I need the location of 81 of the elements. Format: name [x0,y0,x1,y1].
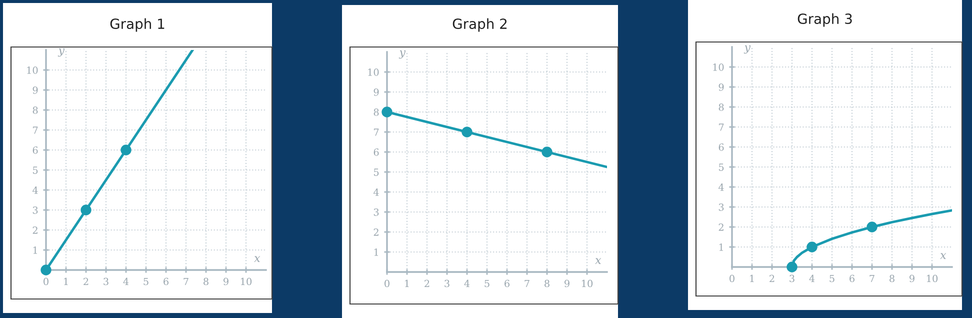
y-tick-label: 6 [718,143,724,151]
y-tick-label: 2 [32,226,38,234]
x-tick-label: 1 [64,278,68,286]
y-tick-label: 6 [32,146,38,154]
x-tick-label: 1 [405,280,409,288]
x-tick-label: 7 [184,278,188,286]
x-tick-label: 0 [730,274,734,282]
x-tick-label: 4 [123,278,129,286]
x-tick-label: 0 [384,280,390,288]
y-tick-label: 3 [32,206,38,214]
x-tick-label: 8 [204,278,208,286]
y-tick-label: 2 [374,228,378,236]
y-tick-label: 9 [32,86,38,94]
x-tick-label: 2 [770,274,774,282]
x-tick-label: 9 [910,274,914,282]
x-tick-label: 0 [44,278,48,286]
y-tick-label: 7 [374,128,379,136]
y-tick-label: 9 [718,83,724,91]
y-tick-label: 1 [719,243,723,251]
y-tick-label: 5 [374,168,379,176]
point [462,126,472,138]
y-axis-title: y [58,48,65,57]
x-tick-label: 6 [850,274,854,282]
x-tick-label: 9 [224,278,228,286]
y-tick-label: 10 [713,63,724,71]
y-tick-label: 9 [374,88,379,96]
point [806,242,818,252]
x-tick-label: 9 [564,280,570,288]
point [40,264,52,276]
y-tick-label: 4 [32,186,38,194]
x-tick-label: 2 [424,280,430,288]
x-tick-label: 6 [504,280,510,288]
x-axis-title: x [595,258,602,264]
x-tick-label: 2 [84,278,88,286]
x-tick-label: 10 [241,278,252,286]
point [542,146,552,158]
y-tick-label: 3 [374,208,379,216]
y-tick-label: 1 [374,248,378,256]
y-tick-label: 7 [718,124,724,131]
y-tick-label: 8 [374,108,379,116]
x-tick-label: 10 [927,274,938,282]
y-tick-label: 4 [718,183,724,191]
x-tick-label: 1 [750,274,754,282]
x-tick-label: 3 [104,278,108,286]
x-axis-title: x [940,253,946,259]
x-tick-label: 10 [582,280,593,288]
chart-title: Graph 3 [798,13,852,27]
chart-title: Graph 1 [110,18,164,32]
y-tick-label: 5 [33,166,38,174]
y-tick-label: 10 [368,68,379,76]
x-tick-label: 5 [484,280,490,288]
point [120,144,132,156]
x-tick-label: 7 [524,280,530,288]
point [382,106,392,118]
y-tick-label: 3 [718,203,724,211]
x-tick-label: 3 [444,280,450,288]
point [786,262,798,272]
x-tick-label: 4 [464,280,470,288]
x-tick-label: 3 [790,274,794,282]
y-tick-label: 8 [718,103,724,111]
y-tick-label: 10 [27,66,38,74]
point [866,222,878,232]
y-tick-label: 6 [374,148,379,156]
x-tick-label: 8 [890,274,894,282]
x-tick-label: 4 [809,274,815,282]
x-tick-label: 7 [870,274,874,282]
x-tick-label: 5 [144,278,148,286]
y-tick-label: 5 [719,164,724,171]
y-tick-label: 8 [32,106,38,114]
y-tick-label: 1 [33,246,37,254]
point [80,204,92,216]
x-axis-title: x [254,256,260,262]
y-tick-label: 2 [718,223,724,231]
y-axis-title: y [398,50,406,59]
x-tick-label: 5 [830,274,834,282]
y-tick-label: 7 [32,126,38,134]
chart-title: Graph 2 [452,18,507,32]
y-axis-title: y [744,45,751,54]
x-tick-label: 8 [544,280,550,288]
x-tick-label: 6 [164,278,168,286]
y-tick-label: 4 [373,188,379,196]
